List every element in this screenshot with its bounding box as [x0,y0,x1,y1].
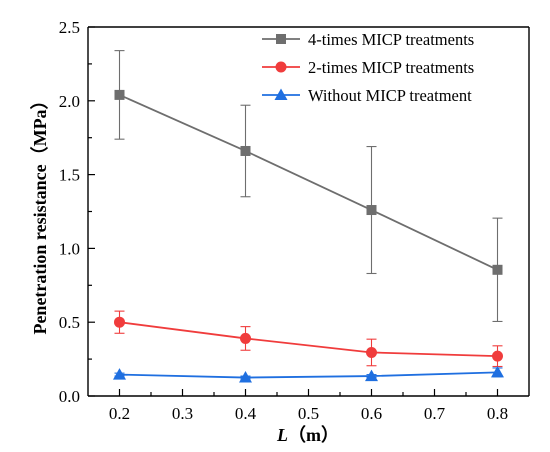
y-tick-label: 2.0 [59,92,80,111]
data-point [240,332,251,344]
x-tick-label: 0.7 [424,404,446,423]
x-tick-label: 0.2 [109,404,130,423]
legend: 4-times MICP treatments 2-times MICP trea… [262,30,474,105]
series-0 [114,50,503,323]
data-point [114,316,125,328]
y-tick-label: 0.0 [59,387,80,406]
legend-item-1: 2-times MICP treatments [262,58,474,77]
data-point [491,365,504,378]
x-tick-label: 0.4 [235,404,257,423]
x-axis-variable: L [276,425,288,445]
x-tick-label: 0.6 [361,404,382,423]
legend-label: 4-times MICP treatments [308,30,474,49]
series-line [119,94,498,271]
y-axis-title: Penetration resistance（MPa） [30,91,50,334]
x-ticks: 0.2 0.3 0.4 0.5 0.6 0.7 0.8 [109,389,508,423]
data-point [239,371,252,383]
series-2 [113,365,504,383]
legend-label: Without MICP treatment [308,86,472,105]
legend-marker [275,61,287,73]
x-tick-label: 0.8 [487,404,508,423]
x-axis-title: L（m） [276,425,339,445]
series-line [119,321,498,358]
data-point [113,368,126,380]
series-1 [114,310,503,368]
series-layer [113,50,504,383]
y-tick-label: 1.0 [59,239,80,258]
legend-marker [276,34,286,44]
x-axis-unit: （m） [288,425,339,445]
data-point [366,205,377,216]
legend-label: 2-times MICP treatments [308,58,474,77]
axes [87,26,530,397]
legend-item-0: 4-times MICP treatments [262,30,474,49]
x-tick-label: 0.5 [298,404,319,423]
y-tick-label: 0.5 [59,313,80,332]
data-point [366,346,377,358]
legend-item-2: Without MICP treatment [262,86,472,105]
y-ticks: 0.0 0.5 1.0 1.5 2.0 2.5 [59,18,95,406]
legend-marker [274,88,288,100]
data-point [492,350,503,362]
series-line [119,371,498,379]
data-point [114,89,125,100]
data-point [240,145,251,156]
x-tick-label: 0.3 [172,404,193,423]
data-point [492,264,503,275]
y-tick-label: 2.5 [59,18,80,37]
data-point [365,369,378,382]
y-tick-label: 1.5 [59,166,80,185]
